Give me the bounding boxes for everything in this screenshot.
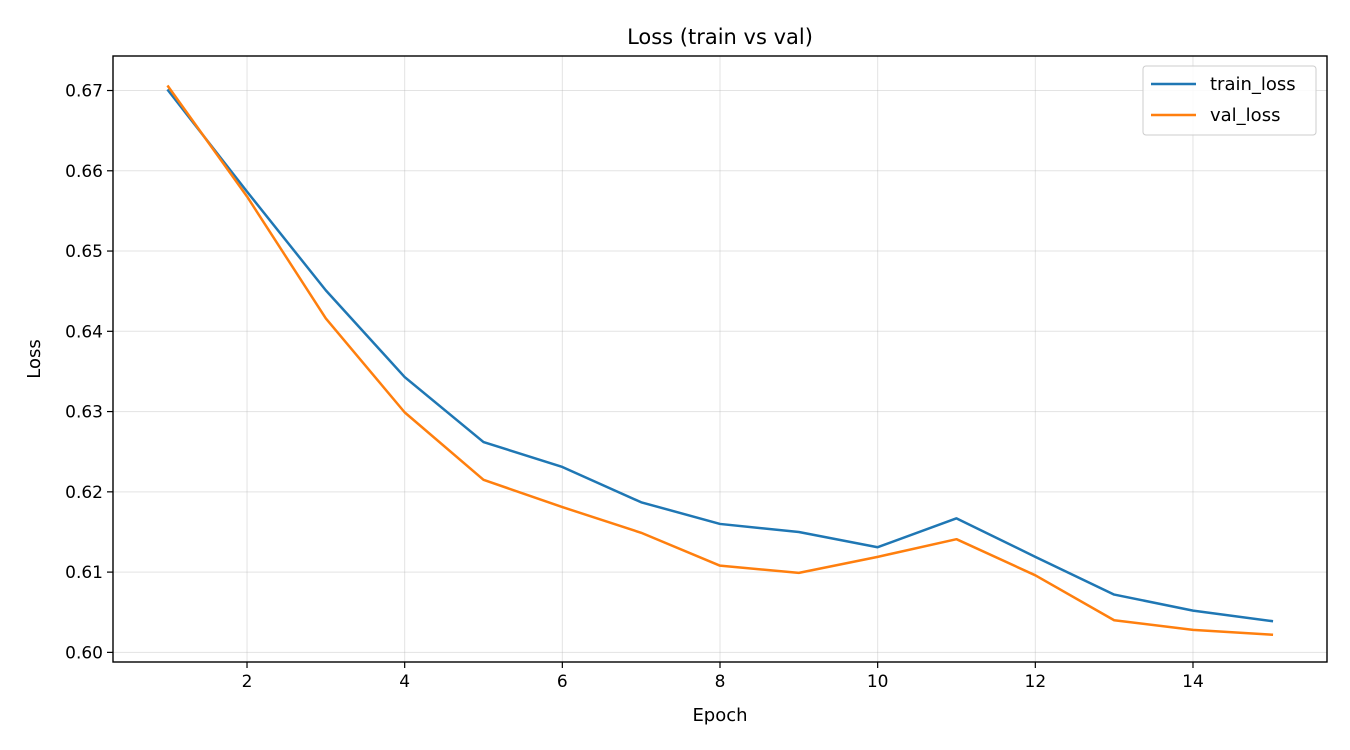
x-tick-label: 2 — [242, 672, 253, 692]
y-tick-label: 0.61 — [65, 563, 103, 583]
x-tick-label: 6 — [557, 672, 568, 692]
y-tick-label: 0.64 — [65, 322, 103, 342]
y-tick-label: 0.62 — [65, 483, 103, 503]
series-line-train-loss — [166, 88, 1274, 623]
chart-title: Loss (train vs val) — [627, 25, 813, 49]
legend-label-val-loss: val_loss — [1210, 105, 1280, 126]
y-tick-label: 0.67 — [65, 82, 103, 102]
y-axis-label: Loss — [24, 339, 45, 378]
y-tick-label: 0.60 — [65, 643, 103, 663]
x-tick-label: 14 — [1182, 672, 1204, 692]
x-tick-label: 12 — [1025, 672, 1047, 692]
x-tick-label: 8 — [715, 672, 726, 692]
grid-layer — [113, 56, 1327, 662]
y-tick-label: 0.65 — [65, 242, 103, 262]
y-tick-label: 0.63 — [65, 403, 103, 423]
legend-label-train-loss: train_loss — [1210, 74, 1296, 95]
ticks-layer: 2 4 6 8 10 12 14 0.60 0.61 0.62 0.63 0.64 0.65 0.66 0.… — [65, 82, 1204, 692]
x-axis-label: Epoch — [692, 705, 747, 726]
x-tick-label: 4 — [399, 672, 410, 692]
y-tick-label: 0.66 — [65, 162, 103, 182]
x-tick-label: 10 — [867, 672, 889, 692]
legend: train_loss val_loss — [1142, 65, 1317, 136]
series-line-val-loss — [166, 84, 1274, 637]
series-layer — [166, 84, 1274, 637]
